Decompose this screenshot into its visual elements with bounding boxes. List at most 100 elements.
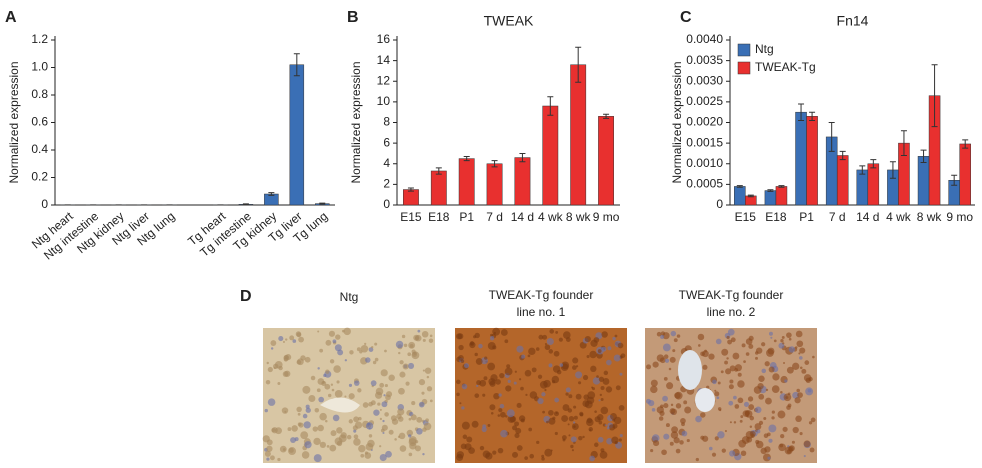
- bar: [795, 111, 807, 206]
- cell: [408, 434, 412, 438]
- error-bar: [798, 103, 805, 121]
- cell: [329, 359, 335, 364]
- cell: [798, 352, 801, 355]
- cell: [460, 359, 465, 363]
- cell: [458, 354, 464, 361]
- cell: [295, 331, 302, 337]
- cell: [712, 379, 717, 385]
- cell: [788, 337, 792, 341]
- cell: [353, 416, 360, 423]
- cell: [604, 424, 607, 427]
- error-bar: [767, 189, 774, 192]
- cell: [618, 404, 625, 411]
- cell: [334, 389, 343, 398]
- bar: [856, 169, 869, 206]
- cell: [549, 329, 555, 334]
- cell: [344, 359, 348, 362]
- cell: [519, 378, 522, 381]
- cell: [602, 378, 610, 385]
- cell: [537, 374, 543, 379]
- cell: [499, 403, 505, 409]
- cell: [504, 339, 509, 344]
- error-bar: [809, 111, 816, 121]
- cell: [734, 404, 740, 409]
- cell: [358, 444, 366, 453]
- cell: [554, 397, 560, 403]
- cell: [368, 347, 374, 352]
- cell: [559, 363, 564, 367]
- cell: [489, 380, 496, 387]
- cell: [578, 436, 583, 441]
- cell: [364, 452, 372, 459]
- cell: [317, 367, 320, 370]
- cell: [570, 444, 574, 449]
- cell: [575, 371, 583, 379]
- error-bar: [293, 53, 300, 77]
- image-label: Ntg: [340, 290, 359, 304]
- cell: [787, 403, 792, 408]
- cell: [524, 456, 528, 460]
- cell: [266, 457, 270, 461]
- error-bar: [435, 167, 442, 175]
- cell: [367, 422, 371, 426]
- error-bar: [778, 185, 785, 188]
- cell: [562, 404, 570, 412]
- y-axis-label: Normalized expression: [670, 61, 684, 183]
- cell: [515, 427, 522, 434]
- cell: [788, 346, 796, 353]
- cell: [651, 434, 660, 442]
- cell: [541, 457, 545, 461]
- cell: [492, 327, 501, 336]
- cell: [325, 369, 330, 374]
- cell: [525, 393, 528, 396]
- cell: [399, 371, 406, 378]
- cell: [732, 352, 740, 360]
- cell: [277, 382, 281, 385]
- cell: [597, 436, 604, 443]
- cell: [308, 395, 316, 403]
- cell: [726, 335, 730, 340]
- cell: [388, 429, 394, 435]
- cell: [398, 432, 406, 440]
- x-tick-label: 7 d: [486, 210, 503, 224]
- cell: [322, 380, 326, 384]
- cell: [764, 361, 770, 367]
- cell: [379, 382, 385, 388]
- cell: [715, 338, 722, 345]
- cell: [772, 373, 780, 381]
- cell: [382, 419, 385, 423]
- cell: [527, 354, 531, 358]
- cell: [594, 410, 597, 413]
- cell: [290, 437, 297, 444]
- image-label: line no. 1: [517, 305, 566, 319]
- legend-label: Ntg: [755, 42, 774, 56]
- cell: [726, 357, 729, 360]
- cell: [561, 415, 569, 422]
- bar: [775, 186, 788, 206]
- cell: [561, 435, 567, 440]
- cell: [514, 433, 520, 439]
- error-bar: [931, 64, 938, 128]
- cell: [314, 408, 320, 413]
- cell: [490, 411, 494, 415]
- cell: [615, 385, 621, 391]
- cell: [497, 447, 504, 454]
- cell: [605, 386, 613, 393]
- cell: [670, 403, 674, 407]
- cell: [552, 380, 556, 384]
- cell: [543, 379, 551, 388]
- cell: [483, 376, 488, 381]
- cell: [468, 447, 475, 454]
- cell: [555, 411, 558, 415]
- cell: [297, 422, 302, 427]
- cell: [379, 408, 382, 411]
- cell: [663, 354, 669, 359]
- cell: [541, 392, 546, 397]
- cell: [660, 404, 664, 409]
- x-tick-label: 9 mo: [946, 210, 973, 224]
- cell: [729, 379, 734, 384]
- image-label: TWEAK-Tg founder: [489, 288, 594, 302]
- cell: [755, 440, 764, 449]
- cell: [761, 368, 767, 374]
- cell: [469, 341, 475, 346]
